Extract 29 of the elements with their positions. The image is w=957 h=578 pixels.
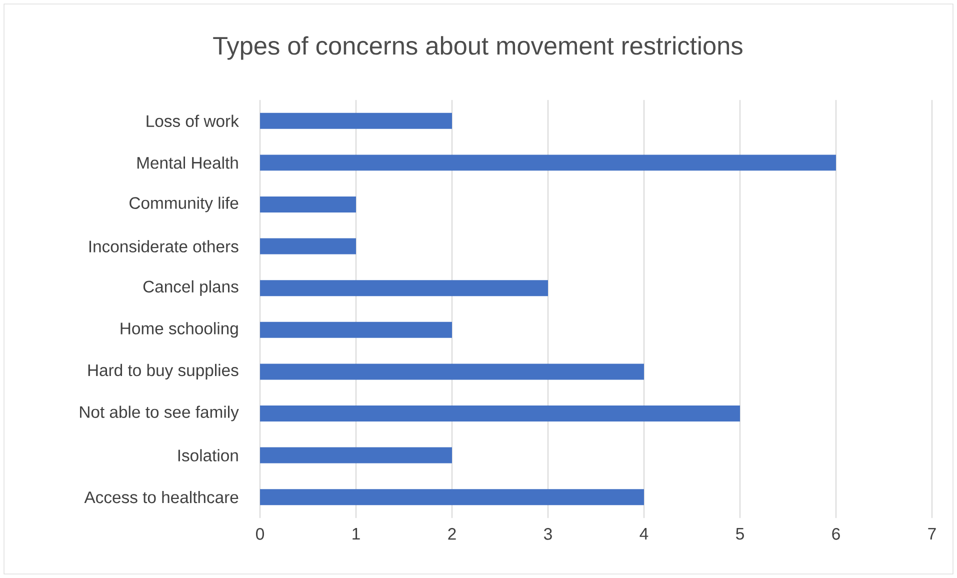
bar: [260, 447, 452, 464]
x-tick-label: 3: [544, 528, 552, 540]
y-tick-label: Mental Health: [137, 156, 238, 169]
bar: [260, 280, 548, 296]
bar: [260, 364, 644, 380]
x-tick-label: 6: [832, 528, 840, 540]
bar: [260, 196, 356, 212]
x-tick-label: 4: [640, 528, 648, 540]
x-tick-label: 7: [928, 528, 936, 540]
bar: [260, 489, 644, 506]
bar: [260, 405, 740, 422]
x-tick-label: 1: [352, 528, 360, 540]
bar: [260, 112, 452, 129]
y-tick-label: Community life: [130, 196, 238, 212]
y-tick-label: Home schooling: [120, 322, 238, 338]
y-tick-label: Not able to see family: [80, 406, 239, 422]
x-tick-label: 2: [448, 528, 456, 540]
y-tick-label: Loss of work: [146, 114, 239, 128]
y-tick-label: Isolation: [178, 449, 238, 462]
x-tick-label: 0: [256, 528, 264, 540]
bar: [260, 238, 356, 254]
y-tick-label: Access to healthcare: [84, 490, 238, 504]
bar: [260, 322, 452, 338]
y-tick-label: Inconsiderate others: [89, 240, 238, 252]
y-tick-label: Hard to buy supplies: [88, 364, 238, 380]
chart-title: Types of concerns about movement restrictions: [213, 36, 742, 60]
x-tick-label: 5: [736, 528, 744, 540]
bar: [260, 154, 836, 171]
y-tick-label: Cancel plans: [143, 280, 238, 296]
